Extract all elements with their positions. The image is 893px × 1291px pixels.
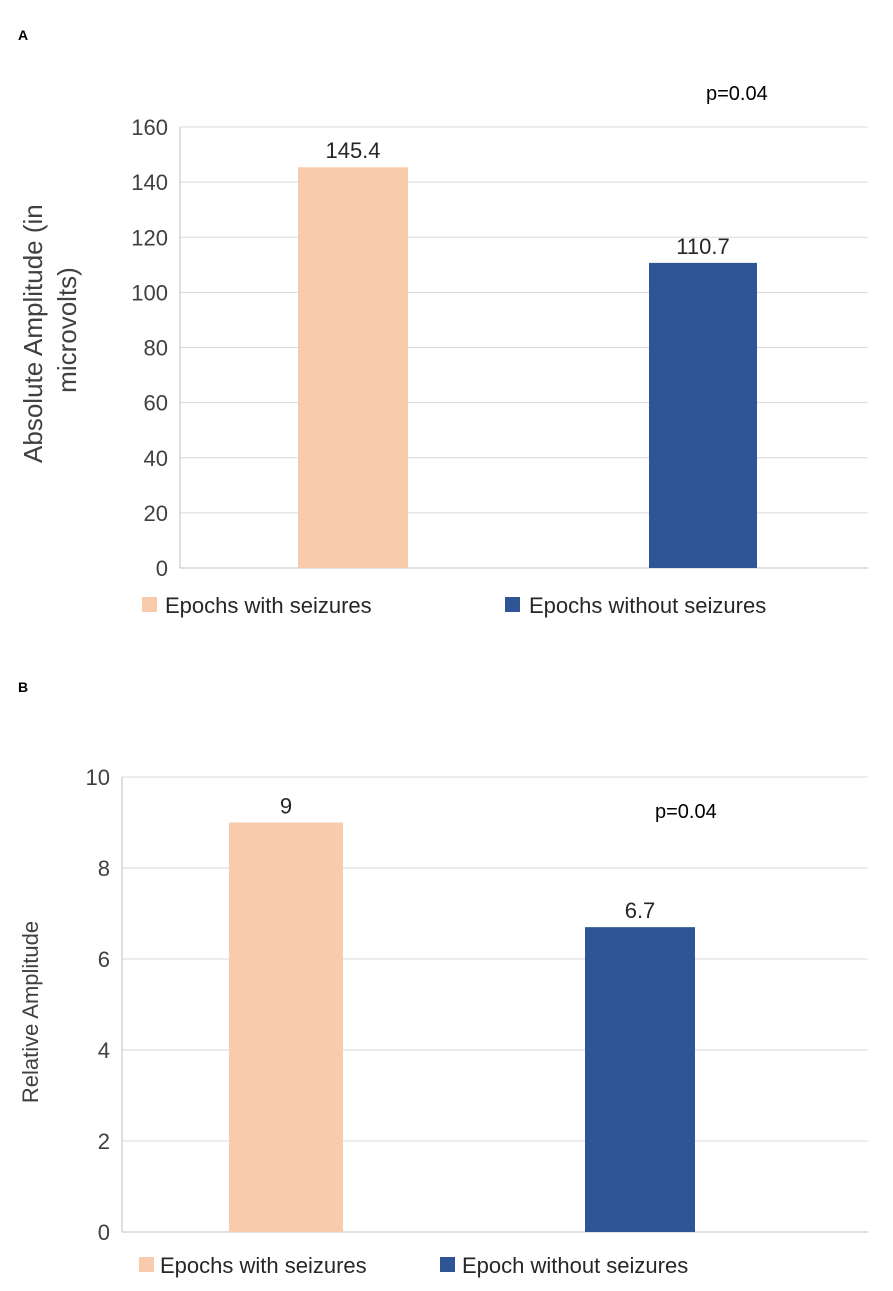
chart-a-bars: [298, 167, 757, 568]
chart-b-bar-without-seizures: [585, 927, 695, 1232]
chart-b-legend: Epochs with seizures Epoch without seizu…: [139, 1253, 688, 1278]
chart-b-bar-with-seizures: [229, 822, 343, 1232]
chart-a-legend: Epochs with seizures Epochs without seiz…: [142, 593, 766, 618]
legend-a-swatch-without-seizures: [505, 597, 520, 612]
chart-b-bars: [229, 822, 695, 1232]
chart-a-y-tick-label: 60: [144, 391, 168, 416]
chart-b-data-label: 6.7: [625, 898, 656, 923]
chart-a-data-labels: 145.4 110.7: [325, 138, 729, 259]
chart-a-bar-without-seizures: [649, 262, 757, 568]
chart-b-y-tick-label: 8: [98, 856, 110, 881]
chart-a-y-axis-label: Absolute Amplitude (in microvolts): [18, 197, 82, 463]
chart-b-p-value: p=0.04: [655, 801, 717, 823]
chart-panel-a: A 0 20 40 60 80 100 120 140 160 145.4 110.7 Absol…: [18, 27, 868, 618]
chart-b-y-tick-label: 10: [86, 765, 110, 790]
legend-a-label-with-seizures: Epochs with seizures: [165, 593, 372, 618]
chart-a-y-tick-label: 20: [144, 501, 168, 526]
legend-b-label-with-seizures: Epochs with seizures: [160, 1253, 367, 1278]
chart-a-y-tick-label: 80: [144, 336, 168, 361]
panel-letter-b: B: [18, 679, 28, 695]
chart-b-data-labels: 96.7: [280, 794, 655, 924]
chart-b-y-tick-label: 6: [98, 947, 110, 972]
chart-a-y-tick-label: 0: [156, 556, 168, 581]
chart-a-p-value: p=0.04: [706, 83, 768, 105]
chart-b-data-label: 9: [280, 794, 292, 819]
chart-a-y-ticks: 0 20 40 60 80 100 120 140 160: [131, 115, 168, 581]
legend-a-label-without-seizures: Epochs without seizures: [529, 593, 766, 618]
chart-a-y-tick-label: 140: [131, 170, 168, 195]
chart-a-y-tick-label: 160: [131, 115, 168, 140]
chart-a-y-axis-label-line2: microvolts): [52, 267, 82, 393]
legend-a-swatch-with-seizures: [142, 597, 157, 612]
chart-b-y-ticks: 0 2 4 6 8 10: [86, 765, 110, 1245]
chart-a-y-tick-label: 40: [144, 446, 168, 471]
chart-a-y-tick-label: 120: [131, 225, 168, 250]
chart-a-gridlines: [179, 126, 868, 569]
chart-a-bar-with-seizures: [298, 167, 408, 568]
chart-b-y-tick-label: 4: [98, 1038, 110, 1063]
chart-a-y-axis-label-line1: Absolute Amplitude (in: [18, 204, 48, 463]
chart-b-y-tick-label: 0: [98, 1220, 110, 1245]
legend-b-swatch-with-seizures: [139, 1257, 154, 1272]
chart-a-y-tick-label: 100: [131, 280, 168, 305]
chart-a-data-label: 110.7: [676, 234, 729, 259]
legend-b-swatch-without-seizures: [440, 1257, 455, 1272]
chart-b-y-axis-label: Relative Amplitude: [18, 921, 43, 1103]
legend-b-label-without-seizures: Epoch without seizures: [462, 1253, 688, 1278]
chart-a-data-label: 145.4: [325, 138, 380, 163]
chart-b-y-tick-label: 2: [98, 1129, 110, 1154]
panel-letter-a: A: [18, 27, 28, 43]
